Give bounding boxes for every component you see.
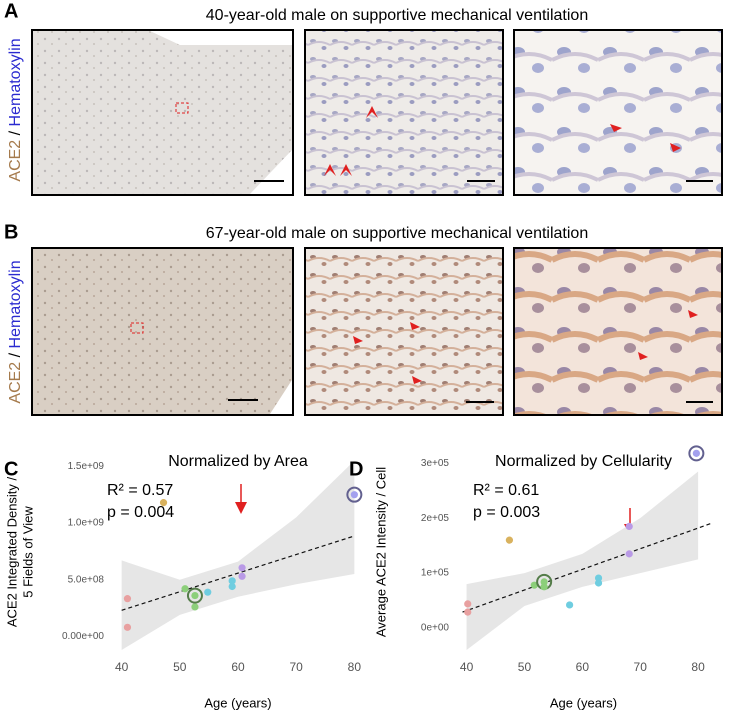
- fit-line: [462, 522, 713, 613]
- stain-label: ACE2 / Hematoxylin: [7, 38, 24, 181]
- micrograph-frame: [513, 29, 723, 196]
- y-tick-label: 0.00e+00: [62, 631, 104, 642]
- chart: D Normalized by Cellularity 0e+00 1e+05 2e+0…: [349, 445, 713, 710]
- point: [594, 574, 603, 582]
- annotation: R² = 0.57: [107, 482, 173, 499]
- confidence-band: [121, 460, 355, 650]
- stain-slash: /: [7, 130, 24, 135]
- x-axis-label: Age (years): [550, 695, 617, 710]
- point: [566, 601, 574, 609]
- y-tick-label: 0e+00: [421, 623, 450, 634]
- point: [464, 600, 472, 608]
- y-tick-label: 5.0e+08: [68, 574, 105, 585]
- chart: C Normalized by Area 0.00e+00 5.0e+08 1.0e+0…: [4, 453, 363, 710]
- fit-line: [121, 535, 355, 611]
- point: [228, 582, 236, 591]
- stain-hematoxylin: Hematoxylin: [7, 38, 24, 126]
- chart-title: Normalized by Cellularity: [495, 453, 672, 470]
- point: [625, 522, 633, 531]
- x-tick-label: 60: [576, 660, 590, 674]
- point: [540, 578, 548, 586]
- point: [181, 585, 189, 593]
- stain-label: ACE2 / Hematoxylin: [7, 260, 24, 403]
- point: [464, 608, 472, 616]
- y-tick-label: 2e+05: [421, 513, 450, 524]
- arrowheads: [324, 106, 378, 176]
- micrograph-frame: [304, 247, 504, 416]
- arrowheads: [638, 310, 698, 360]
- arrowheads: [610, 124, 681, 152]
- micrograph-frame: [513, 247, 723, 416]
- x-tick-label: 70: [634, 660, 648, 674]
- highlight-ring: [186, 587, 203, 604]
- panel-letter: D: [349, 458, 363, 480]
- panel-letter: A: [4, 0, 18, 22]
- stain-ace2: ACE2: [7, 362, 24, 404]
- point: [123, 623, 132, 631]
- point: [530, 581, 538, 589]
- panel-title: 67-year-old male on supportive mechanica…: [206, 225, 588, 242]
- highlight-ring: [688, 445, 705, 462]
- zoom-box: [175, 102, 189, 114]
- micrograph-frame: [304, 29, 504, 196]
- highlight-ring: [346, 486, 363, 503]
- stain-ace2: ACE2: [7, 140, 24, 182]
- y-axis-label: Average ACE2 Intensity / Cell: [373, 467, 388, 637]
- point: [238, 572, 246, 580]
- y-axis-label: 5 Fields of View: [20, 506, 35, 598]
- tissue: [33, 31, 292, 194]
- point: [204, 588, 212, 596]
- y-axis-label: ACE2 Integrated Density /: [4, 476, 19, 627]
- micrograph-row: [31, 247, 723, 416]
- point: [191, 591, 199, 600]
- x-tick-label: 50: [173, 660, 187, 674]
- confidence-band: [466, 471, 699, 650]
- x-axis-label: Age (years): [204, 695, 271, 710]
- y-tick-label: 1.0e+09: [68, 518, 105, 529]
- x-tick-label: 40: [460, 660, 474, 674]
- point: [625, 550, 633, 558]
- y-tick-label: 1.5e+09: [68, 461, 105, 472]
- chart-title: Normalized by Area: [168, 453, 308, 470]
- x-tick-label: 80: [691, 660, 705, 674]
- zoom-box: [130, 322, 144, 334]
- arrowheads: [353, 322, 422, 384]
- stain-slash: /: [7, 352, 24, 357]
- panel-letter: B: [4, 221, 18, 243]
- y-tick-label: 3e+05: [421, 458, 450, 469]
- x-tick-label: 80: [348, 660, 362, 674]
- x-tick-label: 50: [518, 660, 532, 674]
- annotation: p = 0.004: [107, 504, 174, 521]
- point: [159, 499, 168, 507]
- point: [692, 449, 700, 457]
- panel-title: 40-year-old male on supportive mechanica…: [206, 7, 588, 24]
- point: [238, 564, 246, 572]
- stain-hematoxylin: Hematoxylin: [7, 260, 24, 348]
- x-tick-label: 60: [231, 660, 245, 674]
- x-tick-label: 70: [290, 660, 304, 674]
- micrograph-row: [31, 29, 723, 196]
- point: [191, 603, 199, 611]
- point: [123, 595, 132, 603]
- point: [350, 491, 358, 499]
- panel-letter: C: [4, 458, 18, 480]
- x-tick-label: 40: [115, 660, 129, 674]
- point: [228, 577, 236, 585]
- annotation: p = 0.003: [473, 504, 540, 521]
- y-tick-label: 1e+05: [421, 568, 450, 579]
- point: [594, 579, 603, 587]
- annotation: R² = 0.61: [473, 482, 539, 499]
- point: [540, 583, 548, 591]
- tissue: [33, 249, 292, 414]
- point: [505, 536, 514, 544]
